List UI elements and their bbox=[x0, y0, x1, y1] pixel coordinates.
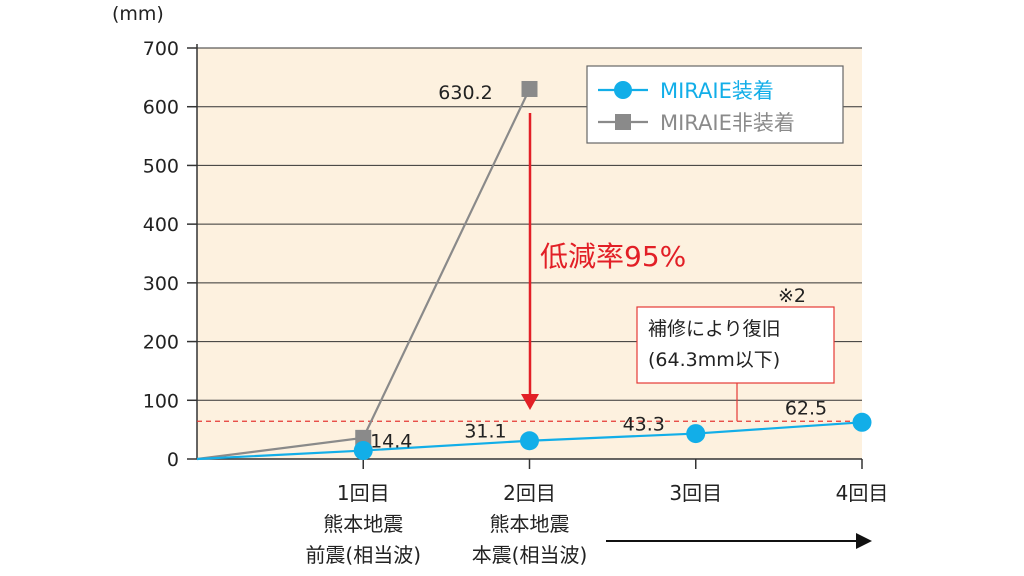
y-tick-label: 600 bbox=[143, 97, 179, 119]
legend-circle-marker bbox=[614, 81, 632, 99]
callout-text-line1: 補修により復旧 bbox=[648, 318, 781, 340]
y-tick-label: 400 bbox=[143, 214, 179, 236]
circle-marker bbox=[852, 412, 872, 432]
y-tick-label: 500 bbox=[143, 155, 179, 177]
callout-box bbox=[636, 306, 835, 384]
circle-marker bbox=[353, 441, 373, 461]
data-labels: 14.4 31.1 43.3 62.5 630.2 bbox=[370, 82, 827, 453]
data-label: 630.2 bbox=[438, 82, 492, 104]
x-category-line: 3回目 bbox=[669, 481, 722, 505]
legend-box bbox=[586, 65, 844, 144]
square-marker bbox=[521, 80, 538, 97]
note-mark: ※2 bbox=[778, 285, 806, 307]
legend-entry: MIRAIE装着 bbox=[598, 79, 774, 103]
data-label: 31.1 bbox=[464, 421, 506, 443]
x-category-line: 熊本地震 bbox=[323, 512, 403, 536]
data-label: 43.3 bbox=[623, 414, 665, 436]
y-axis-unit-label: (mm) bbox=[112, 3, 164, 25]
y-tick-label: 100 bbox=[143, 390, 179, 412]
y-tick-label: 0 bbox=[167, 449, 179, 471]
axes bbox=[196, 44, 863, 469]
data-markers bbox=[353, 80, 872, 461]
circle-marker bbox=[686, 424, 706, 444]
data-label: 14.4 bbox=[370, 431, 412, 453]
legend-label: MIRAIE非装着 bbox=[660, 111, 795, 135]
x-category-line: 2回目 bbox=[503, 481, 556, 505]
circle-marker bbox=[520, 431, 539, 451]
y-tick-label: 300 bbox=[143, 273, 179, 295]
legend-entry: MIRAIE非装着 bbox=[598, 111, 795, 135]
y-tick-label: 700 bbox=[143, 38, 179, 60]
reduction-arrow-head bbox=[521, 394, 539, 410]
legend: MIRAIE装着 MIRAIE非装着 bbox=[586, 65, 844, 144]
y-tick-labels: 0 100 200 300 400 500 600 700 bbox=[143, 38, 179, 471]
x-category-line: 本震(相当波) bbox=[472, 543, 588, 567]
x-category-line: 前震(相当波) bbox=[305, 543, 421, 567]
sequence-arrow bbox=[606, 533, 872, 549]
x-category-label: 4回目 bbox=[836, 481, 889, 505]
x-category-label: 3回目 bbox=[669, 481, 722, 505]
legend-square-marker bbox=[615, 114, 631, 130]
x-category-line: 熊本地震 bbox=[490, 512, 570, 536]
data-label: 62.5 bbox=[785, 397, 827, 419]
x-category-line: 1回目 bbox=[337, 481, 390, 505]
x-category-line: 4回目 bbox=[836, 481, 889, 505]
callout-text-line2: (64.3mm以下) bbox=[648, 349, 780, 371]
square-marker bbox=[355, 429, 372, 446]
legend-label: MIRAIE装着 bbox=[660, 79, 774, 103]
y-tick-label: 200 bbox=[143, 332, 179, 354]
annotations: 低減率95% ※2 補修により復旧 (64.3mm以下) bbox=[521, 113, 835, 422]
reduction-text: 低減率95% bbox=[540, 240, 686, 273]
sequence-arrow-head bbox=[856, 533, 872, 549]
